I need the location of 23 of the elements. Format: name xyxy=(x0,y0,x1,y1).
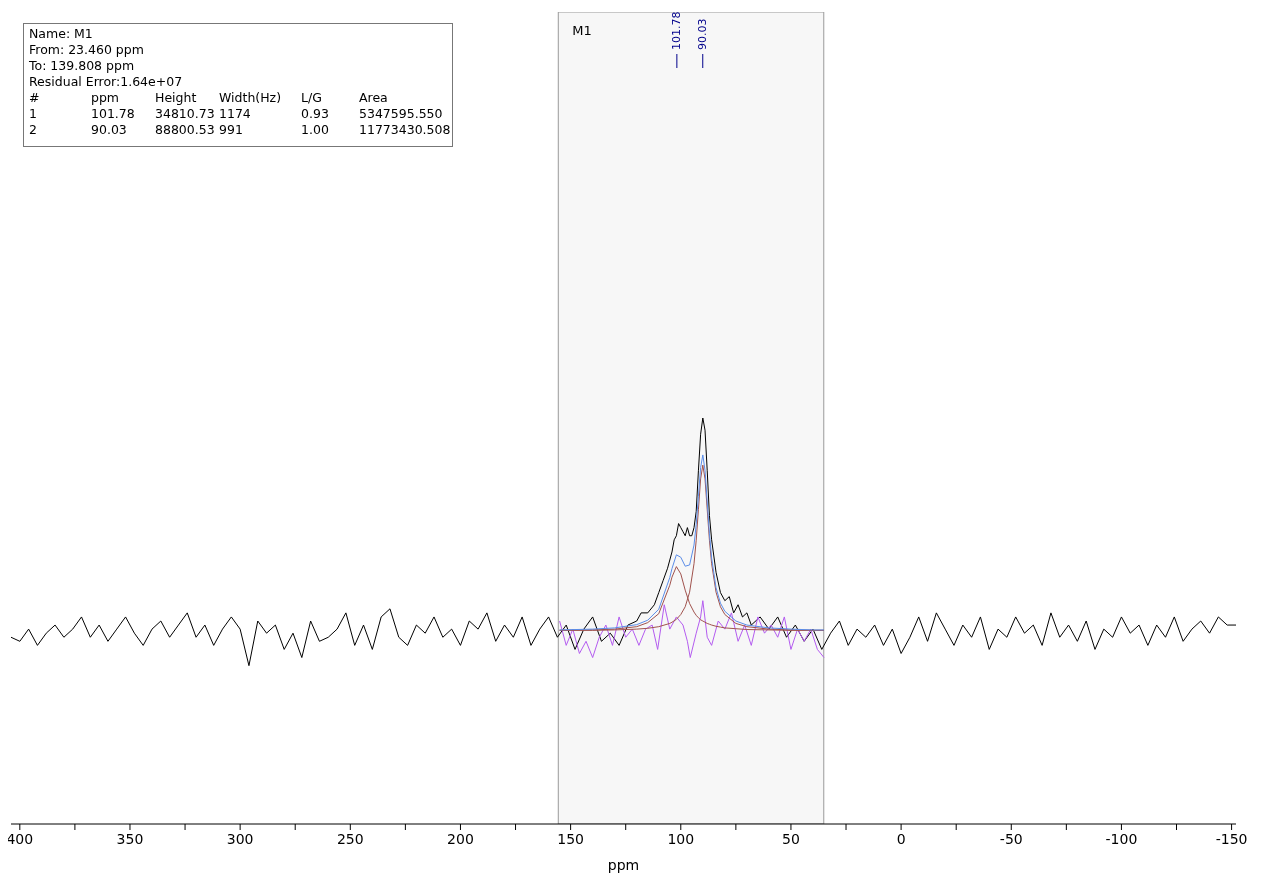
text: To: 139.808 ppm xyxy=(29,58,136,74)
text: Residual Error:1.64e+07 xyxy=(29,74,184,90)
band-label: M1 xyxy=(572,23,592,39)
x-axis-title: ppm xyxy=(607,857,640,873)
text: 1 101.78 34810.73 1174 0.93 5347595.550 xyxy=(29,106,443,121)
text: From: 23.460 ppm xyxy=(29,42,145,58)
x-tick-label: 150 xyxy=(557,831,584,847)
annotation: 101.78 xyxy=(669,11,683,50)
x-tick-label: 300 xyxy=(226,831,254,847)
x-tick-label: 250 xyxy=(336,831,364,847)
x-tick-label: 100 xyxy=(667,831,695,847)
x-tick-label: 0 xyxy=(896,831,906,847)
x-tick-label: -100 xyxy=(1105,831,1138,847)
annotation: 90.03 xyxy=(695,18,709,50)
x-tick-label: 400 xyxy=(6,831,34,847)
x-tick-label: 50 xyxy=(782,831,800,847)
x-tick-label: 350 xyxy=(116,831,144,847)
x-tick-label: -150 xyxy=(1215,831,1248,847)
text: 2 90.03 88800.53 991 1.00 11773430.508 xyxy=(29,122,451,137)
x-tick-label: -50 xyxy=(999,831,1023,847)
text: Name: M1 xyxy=(29,26,94,42)
x-tick-label: 200 xyxy=(447,831,474,847)
text: # ppm Height Width(Hz) L/G Area xyxy=(29,90,388,105)
